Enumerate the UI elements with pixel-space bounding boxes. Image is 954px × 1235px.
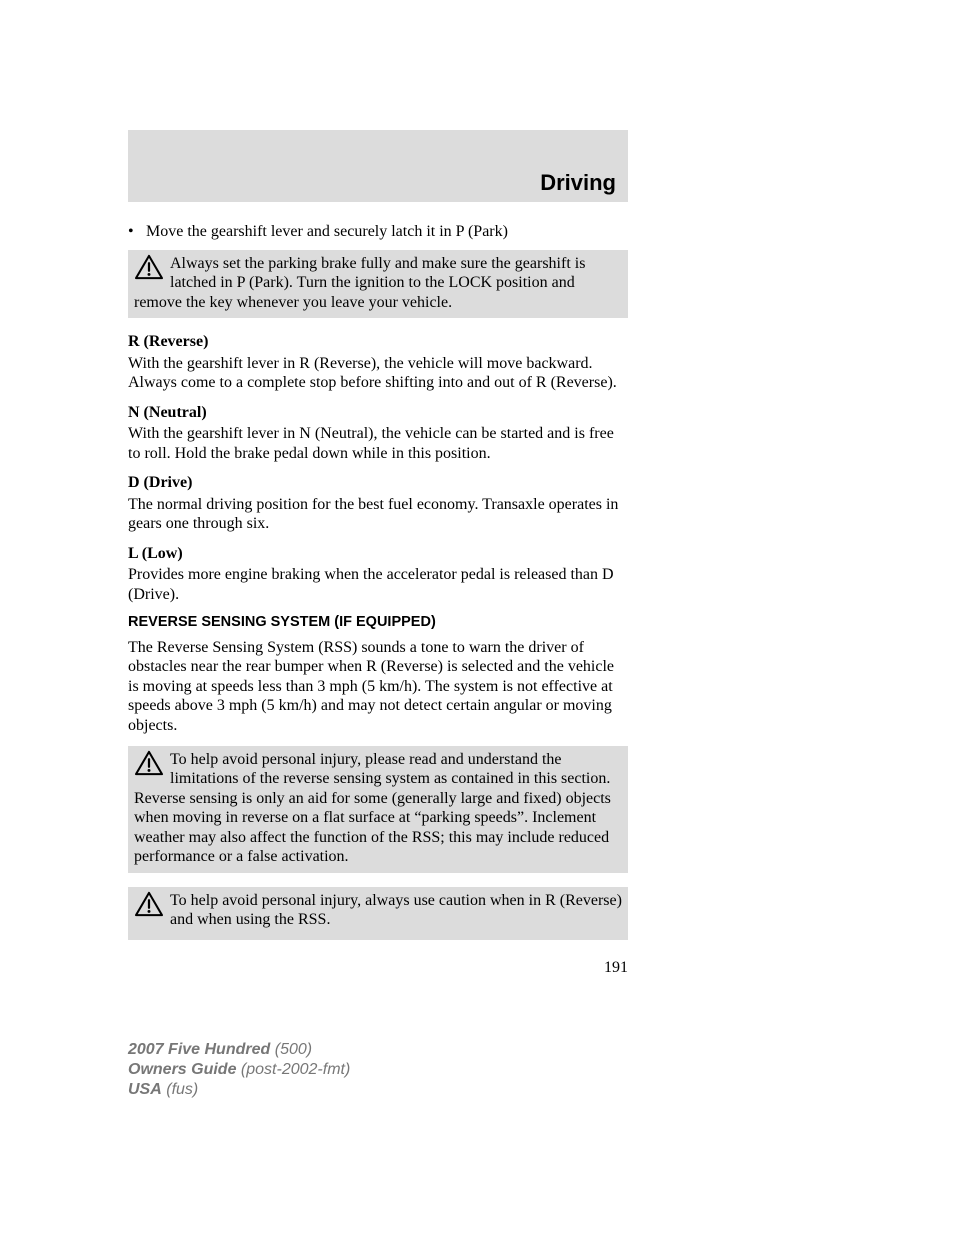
footer-l1-bold: 2007 Five Hundred (128, 1041, 270, 1058)
content-area: • Move the gearshift lever and securely … (128, 222, 628, 977)
footer-l3-bold: USA (128, 1081, 162, 1098)
heading-r-reverse: R (Reverse) (128, 332, 628, 352)
body-d-drive: The normal driving position for the best… (128, 495, 628, 534)
page: Driving • Move the gearshift lever and s… (0, 0, 954, 1235)
warning-triangle-icon (134, 891, 164, 917)
warning-box-3: To help avoid personal injury, always us… (128, 887, 628, 940)
footer-l3-italic: (fus) (166, 1081, 198, 1098)
footer-l2-italic: (post-2002-fmt) (241, 1061, 350, 1078)
page-number: 191 (128, 958, 628, 978)
warning-text-2: To help avoid personal injury, please re… (134, 751, 611, 866)
heading-l-low: L (Low) (128, 544, 628, 564)
footer-l2-bold: Owners Guide (128, 1061, 236, 1078)
warning-box-2: To help avoid personal injury, please re… (128, 746, 628, 873)
warning-text-1: Always set the parking brake fully and m… (134, 255, 585, 311)
footer-line-1: 2007 Five Hundred (500) (128, 1040, 628, 1060)
footer-l1-italic: (500) (275, 1041, 312, 1058)
warning-triangle-icon (134, 254, 164, 280)
warning-triangle-icon (134, 750, 164, 776)
warning-box-1: Always set the parking brake fully and m… (128, 250, 628, 319)
bullet-item: • Move the gearshift lever and securely … (128, 222, 628, 242)
footer: 2007 Five Hundred (500) Owners Guide (po… (128, 1040, 628, 1100)
body-n-neutral: With the gearshift lever in N (Neutral),… (128, 424, 628, 463)
section-title: Driving (540, 170, 616, 196)
heading-rss: REVERSE SENSING SYSTEM (IF EQUIPPED) (128, 614, 628, 632)
bullet-symbol: • (128, 222, 146, 242)
heading-n-neutral: N (Neutral) (128, 403, 628, 423)
body-rss: The Reverse Sensing System (RSS) sounds … (128, 638, 628, 736)
warning-text-3: To help avoid personal injury, always us… (170, 892, 622, 929)
section-header-band: Driving (128, 130, 628, 202)
footer-line-3: USA (fus) (128, 1080, 628, 1100)
body-r-reverse: With the gearshift lever in R (Reverse),… (128, 354, 628, 393)
heading-d-drive: D (Drive) (128, 473, 628, 493)
body-l-low: Provides more engine braking when the ac… (128, 565, 628, 604)
bullet-text: Move the gearshift lever and securely la… (146, 222, 628, 242)
footer-line-2: Owners Guide (post-2002-fmt) (128, 1060, 628, 1080)
